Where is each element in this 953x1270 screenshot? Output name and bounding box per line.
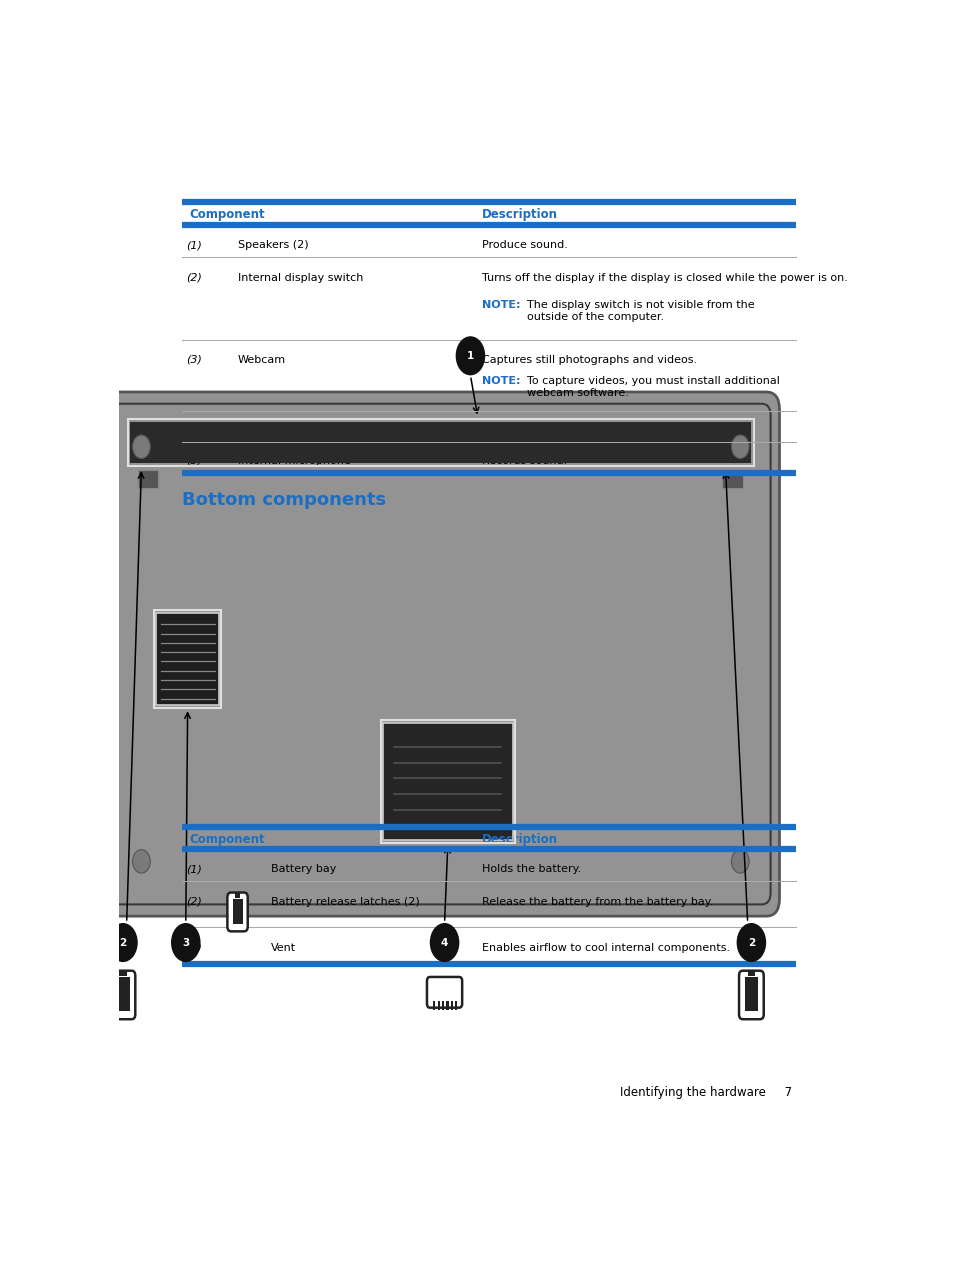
Text: (2): (2) bbox=[186, 897, 201, 907]
Circle shape bbox=[456, 337, 485, 376]
FancyBboxPatch shape bbox=[446, 1001, 448, 1010]
Text: 1: 1 bbox=[466, 351, 474, 361]
Text: Description: Description bbox=[481, 833, 557, 846]
FancyBboxPatch shape bbox=[433, 1001, 435, 1010]
Text: Captures still photographs and videos.: Captures still photographs and videos. bbox=[481, 354, 696, 364]
FancyBboxPatch shape bbox=[137, 470, 158, 488]
Text: Description: Description bbox=[481, 208, 557, 221]
Circle shape bbox=[731, 850, 748, 872]
FancyBboxPatch shape bbox=[747, 970, 755, 977]
FancyBboxPatch shape bbox=[383, 723, 512, 839]
FancyBboxPatch shape bbox=[721, 470, 741, 488]
Circle shape bbox=[171, 923, 200, 963]
Text: 3: 3 bbox=[182, 937, 190, 947]
Text: Records sound.: Records sound. bbox=[481, 456, 566, 466]
Circle shape bbox=[132, 850, 151, 872]
FancyBboxPatch shape bbox=[455, 1001, 456, 1010]
Text: (3): (3) bbox=[186, 354, 201, 364]
FancyBboxPatch shape bbox=[744, 978, 758, 1011]
FancyBboxPatch shape bbox=[427, 977, 461, 1007]
FancyBboxPatch shape bbox=[119, 970, 127, 977]
Text: NOTE:: NOTE: bbox=[481, 300, 519, 310]
Text: Bottom components: Bottom components bbox=[182, 490, 386, 509]
Circle shape bbox=[429, 923, 459, 963]
Text: Webcam light: Webcam light bbox=[237, 424, 314, 434]
FancyBboxPatch shape bbox=[451, 1001, 453, 1010]
Text: (1): (1) bbox=[186, 240, 201, 250]
Text: The display switch is not visible from the
outside of the computer.: The display switch is not visible from t… bbox=[526, 300, 754, 321]
FancyBboxPatch shape bbox=[131, 423, 751, 464]
Text: (5): (5) bbox=[186, 456, 201, 466]
Text: (3): (3) bbox=[186, 942, 201, 952]
FancyBboxPatch shape bbox=[102, 392, 779, 916]
Text: 2: 2 bbox=[747, 937, 754, 947]
FancyBboxPatch shape bbox=[111, 970, 135, 1020]
FancyBboxPatch shape bbox=[156, 612, 219, 705]
Text: To capture videos, you must install additional
webcam software.: To capture videos, you must install addi… bbox=[526, 376, 779, 398]
Circle shape bbox=[731, 436, 748, 458]
Text: Battery release latches (2): Battery release latches (2) bbox=[271, 897, 419, 907]
Text: Identifying the hardware     7: Identifying the hardware 7 bbox=[619, 1086, 791, 1099]
Text: Internal microphone: Internal microphone bbox=[237, 456, 350, 466]
Text: Holds the battery.: Holds the battery. bbox=[481, 865, 580, 874]
Text: NOTE:: NOTE: bbox=[481, 376, 519, 386]
Text: Release the battery from the battery bay.: Release the battery from the battery bay… bbox=[481, 897, 712, 907]
Text: (4): (4) bbox=[186, 424, 201, 434]
Text: Turns off the display if the display is closed while the power is on.: Turns off the display if the display is … bbox=[481, 273, 846, 283]
Text: (2): (2) bbox=[186, 273, 201, 283]
Text: Component: Component bbox=[190, 833, 265, 846]
Circle shape bbox=[736, 923, 765, 963]
Text: 2: 2 bbox=[119, 937, 127, 947]
FancyBboxPatch shape bbox=[739, 970, 763, 1020]
Text: Webcam: Webcam bbox=[237, 354, 285, 364]
FancyBboxPatch shape bbox=[233, 899, 242, 923]
FancyBboxPatch shape bbox=[227, 893, 248, 931]
Circle shape bbox=[132, 436, 151, 458]
Text: (1): (1) bbox=[186, 865, 201, 874]
Text: On: The webcam is in use.: On: The webcam is in use. bbox=[481, 424, 628, 434]
Text: Battery bay: Battery bay bbox=[271, 865, 335, 874]
Circle shape bbox=[108, 923, 137, 963]
Text: 4: 4 bbox=[440, 937, 448, 947]
FancyBboxPatch shape bbox=[437, 1001, 439, 1010]
Text: Vent: Vent bbox=[271, 942, 295, 952]
Text: Speakers (2): Speakers (2) bbox=[237, 240, 308, 250]
FancyBboxPatch shape bbox=[441, 1001, 444, 1010]
FancyBboxPatch shape bbox=[234, 894, 240, 898]
Text: Produce sound.: Produce sound. bbox=[481, 240, 567, 250]
Text: Enables airflow to cool internal components.: Enables airflow to cool internal compone… bbox=[481, 942, 729, 952]
Text: Component: Component bbox=[190, 208, 265, 221]
FancyBboxPatch shape bbox=[116, 978, 130, 1011]
Text: Internal display switch: Internal display switch bbox=[237, 273, 362, 283]
